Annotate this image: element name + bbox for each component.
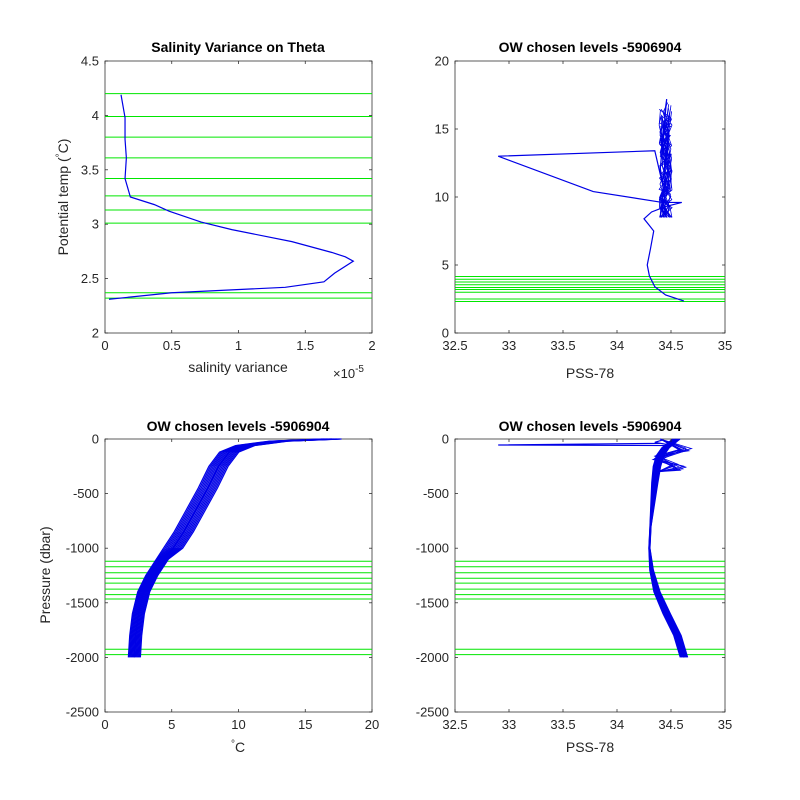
- x-axis-label: salinity variance: [188, 359, 288, 375]
- x-tick-label: 1.5: [296, 338, 314, 353]
- chart-title: Salinity Variance on Theta: [151, 39, 325, 55]
- x-tick-label: 0: [101, 338, 108, 353]
- x-tick-label: 10: [231, 717, 245, 732]
- degree-sign: °: [55, 153, 66, 157]
- series-line: [648, 438, 685, 658]
- x-axis-label: PSS-78: [566, 365, 614, 381]
- x-tick-label: 34: [610, 338, 624, 353]
- chart-title: OW chosen levels -5906904: [499, 39, 682, 55]
- chosen-level-lines: [105, 93, 372, 299]
- y-tick-label: 2.5: [81, 271, 99, 286]
- x-tick-label: 32.5: [442, 338, 467, 353]
- y-tick-label: 3.5: [81, 162, 99, 177]
- y-tick-label: 3: [92, 217, 99, 232]
- x-tick-label: 0: [101, 717, 108, 732]
- y-tick-label: 0: [442, 326, 449, 341]
- y-tick-label: 2: [92, 326, 99, 341]
- x-tick-label: 0.5: [163, 338, 181, 353]
- y-tick-label: 4.5: [81, 54, 99, 69]
- ticks: 0 0.5 1 1.5 2 2 2.5 3 3.5 4 4.5: [81, 54, 376, 354]
- x-tick-label: 20: [365, 717, 379, 732]
- axes-box: [104, 60, 373, 334]
- chosen-level-lines: [105, 560, 372, 656]
- series-line: [133, 438, 332, 658]
- y-tick-label: -2500: [416, 705, 449, 720]
- series-line: [497, 99, 685, 302]
- y-tick-label: 5: [442, 258, 449, 273]
- y-tick-label: -2500: [66, 705, 99, 720]
- x-tick-label: 33.5: [550, 717, 575, 732]
- y-tick-label: 4: [92, 108, 99, 123]
- profile-line: [654, 438, 691, 473]
- y-axis-label: Potential temp (°C): [55, 139, 71, 256]
- chosen-level-lines: [455, 560, 725, 656]
- panel-pressure-salinity: 32.5 33 33.5 34 34.5 35 -2500 -2000 -1500 -1000 -5…: [416, 418, 732, 755]
- axes-box: [454, 438, 726, 713]
- y-tick-label: -2000: [416, 650, 449, 665]
- series-line: [498, 439, 674, 447]
- ticks: 0 5 10 15 20 -2500 -2000 -1500 -1000 -500 0: [66, 432, 379, 733]
- chosen-level-lines: [455, 276, 725, 302]
- y-tick-label: -1000: [416, 541, 449, 556]
- y-axis-label-part-1: Potential temp (: [55, 157, 71, 255]
- y-tick-label: -1500: [66, 595, 99, 610]
- x-tick-label: 34.5: [658, 338, 683, 353]
- x-axis-label-unit: C: [235, 739, 245, 755]
- ticks: 32.5 33 33.5 34 34.5 35 -2500 -2000 -1500 -1000 -5…: [416, 432, 732, 733]
- x-tick-label: 5: [168, 717, 175, 732]
- x-tick-label: 32.5: [442, 717, 467, 732]
- y-tick-label: -1500: [416, 595, 449, 610]
- y-tick-label: 0: [92, 432, 99, 447]
- x-tick-label: 33.5: [550, 338, 575, 353]
- profile-line: [139, 438, 342, 658]
- panel-pressure-temperature: 0 5 10 15 20 -2500 -2000 -1500 -1000 -500 0 OW cho…: [37, 418, 379, 755]
- x-tick-label: 35: [718, 338, 732, 353]
- x-axis-label: °C: [231, 739, 245, 755]
- x-tick-label: 34: [610, 717, 624, 732]
- x-tick-label: 34.5: [658, 717, 683, 732]
- axes-box: [104, 438, 373, 713]
- plot-area: [108, 94, 355, 300]
- chart-title: OW chosen levels -5906904: [499, 418, 682, 434]
- x-tick-label: 1: [235, 338, 242, 353]
- x-tick-label: 33: [502, 717, 516, 732]
- profile-line: [651, 438, 685, 473]
- y-tick-label: 10: [435, 190, 449, 205]
- y-axis-label: Pressure (dbar): [37, 526, 53, 623]
- y-axis-label-part-2: C): [55, 139, 71, 154]
- y-tick-label: -2000: [66, 650, 99, 665]
- plot-area: [127, 438, 342, 658]
- y-tick-label: 15: [435, 122, 449, 137]
- x-tick-label: 2: [368, 338, 375, 353]
- y-tick-label: 0: [442, 432, 449, 447]
- x-exponent-base: ×10: [333, 366, 355, 381]
- chart-title: OW chosen levels -5906904: [147, 418, 330, 434]
- x-exponent-power: -5: [355, 364, 364, 375]
- degree-sign: °: [231, 739, 235, 750]
- ticks: 32.5 33 33.5 34 34.5 35 0 5 10 15 20: [435, 54, 733, 354]
- x-tick-label: 15: [298, 717, 312, 732]
- x-exponent-label: ×10-5: [333, 364, 364, 381]
- panel-theta-salinity: 32.5 33 33.5 34 34.5 35 0 5 10 15 20 OW chosen lev…: [435, 39, 733, 381]
- panel-salinity-variance: 0 0.5 1 1.5 2 2 2.5 3 3.5 4 4.5 Salinity Variance …: [55, 39, 376, 381]
- plot-area: [498, 438, 693, 658]
- y-tick-label: -500: [73, 486, 99, 501]
- x-tick-label: 33: [502, 338, 516, 353]
- x-axis-label: PSS-78: [566, 739, 614, 755]
- series-line: [108, 94, 355, 300]
- x-tick-label: 35: [718, 717, 732, 732]
- y-tick-label: -1000: [66, 541, 99, 556]
- plot-area: [497, 99, 685, 302]
- profile-line: [658, 438, 687, 473]
- y-tick-label: -500: [423, 486, 449, 501]
- y-tick-label: 20: [435, 54, 449, 69]
